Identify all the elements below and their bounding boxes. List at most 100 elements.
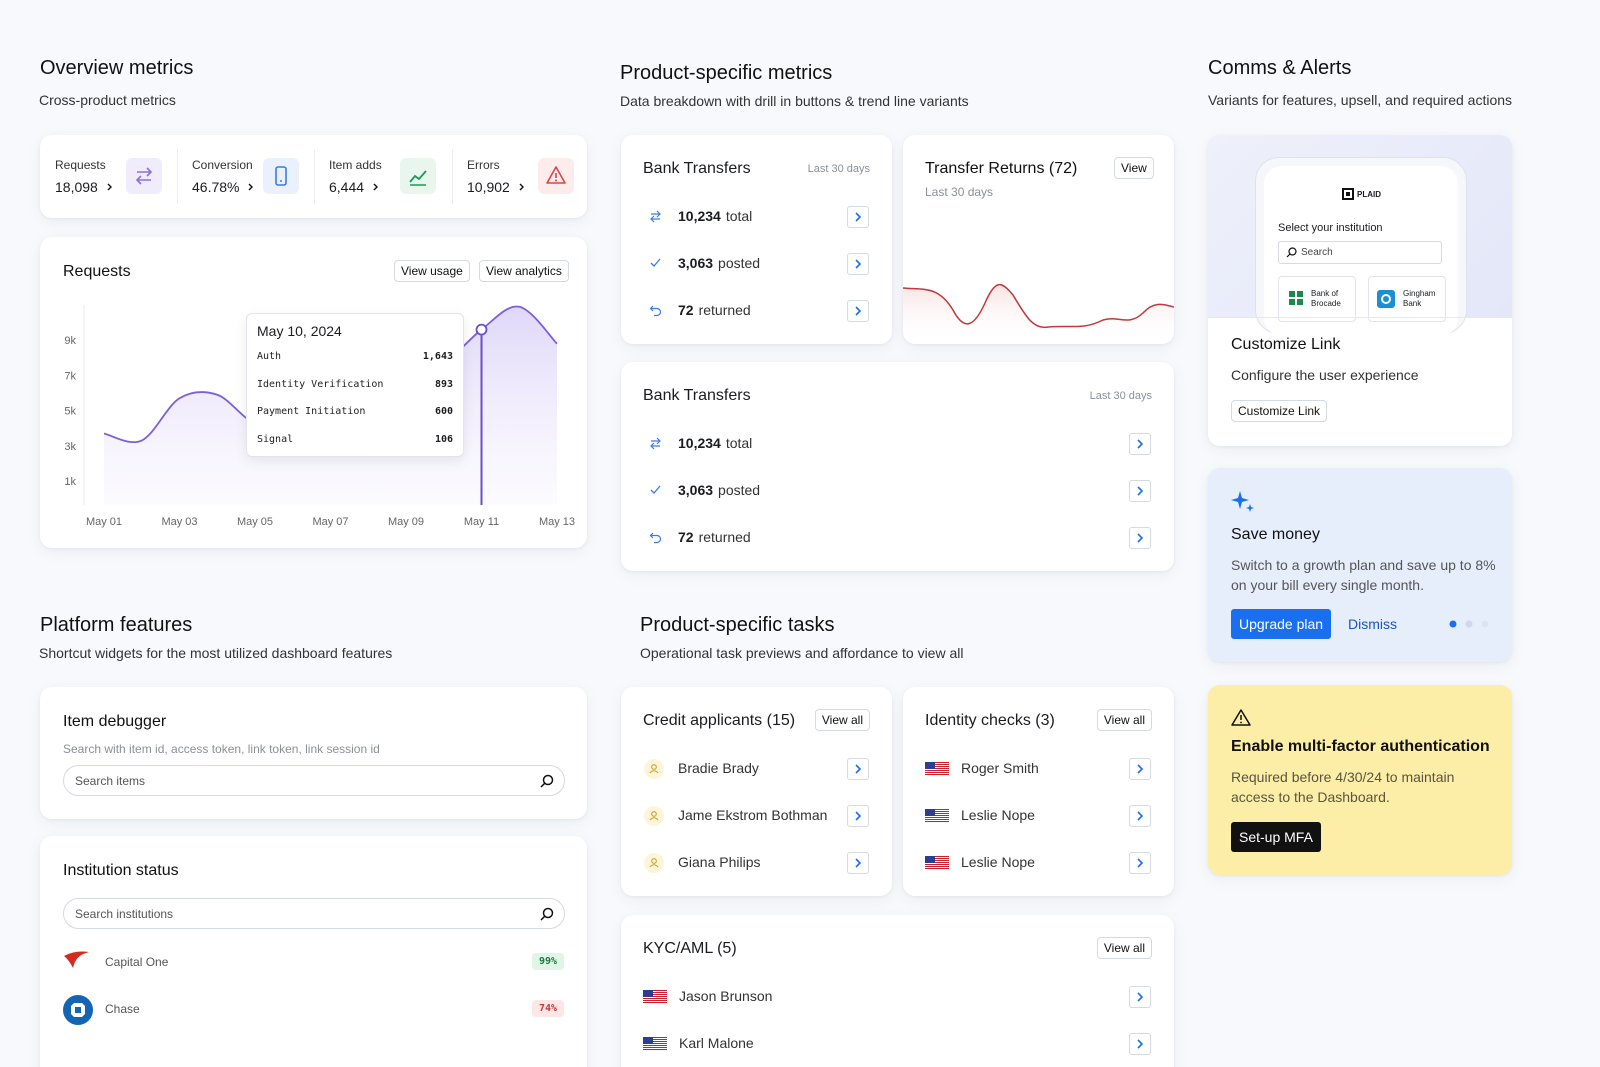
chevron-button[interactable] — [847, 805, 869, 827]
requests-card: Requests View usage View analytics 1k 3k 5… — [40, 237, 587, 548]
row-icon-svg — [650, 437, 661, 450]
task-name: Giana Philips — [678, 854, 761, 870]
kpi-icon-svg — [400, 158, 436, 194]
chevron — [855, 306, 862, 316]
chevron-button[interactable] — [847, 758, 869, 780]
row-icon-svg — [650, 210, 661, 223]
button[interactable]: View usage — [394, 260, 470, 282]
search-icon — [540, 774, 554, 788]
chevron-button[interactable] — [1129, 480, 1151, 502]
x-tick-label: May 01 — [86, 516, 122, 528]
task-name: Leslie Nope — [961, 807, 1035, 823]
view-all[interactable]: View all — [1096, 937, 1152, 959]
x-tick-label: May 03 — [161, 516, 197, 528]
placeholder: Search institutions — [75, 907, 174, 921]
card-text: Configure the user experience — [1231, 367, 1419, 383]
flag-icon-svg — [924, 855, 950, 871]
kpi-value[interactable]: 10,902 — [467, 179, 528, 195]
card-title: Enable multi-factor authentication — [1231, 738, 1490, 755]
chevron — [1137, 992, 1144, 1002]
y-tick-label: 5k — [64, 406, 76, 418]
search-input[interactable]: Search institutions — [63, 898, 565, 929]
bank-transfers-card: Bank Transfers Last 30 days 10,234 total 3,0… — [621, 135, 892, 344]
chevron-button[interactable] — [1129, 433, 1151, 455]
section-subtitle: Data breakdown with drill in buttons & t… — [620, 93, 969, 109]
row-icon — [649, 530, 662, 544]
y-tick-label: 9k — [64, 335, 76, 347]
metric-label: total — [725, 208, 753, 224]
card-title: Item debugger — [63, 713, 167, 730]
button[interactable]: View analytics — [479, 260, 569, 282]
hover-point — [475, 323, 488, 336]
view-all[interactable]: View all — [814, 709, 870, 731]
x-tick-label: May 13 — [539, 516, 575, 528]
metric-row: 3,063 posted — [678, 255, 760, 271]
flag-icon — [924, 855, 950, 871]
card-title: Customize Link — [1231, 336, 1341, 353]
bank-tile: Gingham Bank — [1368, 276, 1446, 322]
x-tick-label: May 09 — [388, 516, 424, 528]
chevron-button[interactable] — [847, 253, 869, 275]
flag-icon-svg — [924, 761, 950, 777]
task-name: Roger Smith — [961, 760, 1039, 776]
secondary-button[interactable]: Dismiss — [1348, 616, 1397, 632]
metric-row: 10,234 total — [678, 435, 752, 451]
button[interactable]: Customize Link — [1231, 400, 1328, 422]
card-title: Bank Transfers — [643, 387, 751, 404]
chevron-button[interactable] — [1129, 527, 1151, 549]
kpi-value[interactable]: 18,098 — [55, 179, 116, 195]
kpi-icon-svg — [126, 158, 162, 194]
metric-value: 3,063 — [678, 255, 714, 271]
row-icon — [649, 256, 662, 270]
view-all[interactable]: View all — [1096, 709, 1152, 731]
button[interactable]: View — [1114, 157, 1154, 179]
y-tick-label: 1k — [64, 476, 76, 488]
kpi-value[interactable]: 46.78% — [192, 179, 257, 195]
institution-status-card: Institution status Search institutions C… — [40, 836, 587, 1067]
row-icon — [649, 209, 662, 223]
tooltip: May 10, 2024 Auth 1,643 Identity Verificat… — [246, 313, 464, 457]
metric-row: 72 returned — [678, 302, 751, 318]
chevron-button[interactable] — [1129, 986, 1151, 1008]
person-icon-svg — [644, 759, 664, 779]
institution-logo — [63, 995, 93, 1025]
pager-dots — [1449, 620, 1489, 628]
x-tick-label: May 05 — [237, 516, 273, 528]
card-title: Requests — [63, 263, 131, 280]
chevron-button[interactable] — [1129, 852, 1151, 874]
identity-checks-card: Identity checks (3) View all Roger Smith Le… — [903, 687, 1174, 896]
metric-value: 72 — [678, 302, 694, 318]
section-subtitle: Cross-product metrics — [39, 92, 176, 108]
primary-button[interactable]: Upgrade plan — [1231, 609, 1332, 639]
placeholder: Search — [1301, 247, 1333, 258]
chevron-button[interactable] — [847, 300, 869, 322]
search-icon — [540, 907, 554, 921]
bank-logo — [1289, 291, 1303, 305]
section-subtitle: Shortcut widgets for the most utilized d… — [39, 645, 393, 661]
kpi-label: Errors — [467, 158, 500, 172]
section-subtitle: Operational task previews and affordance… — [640, 645, 964, 661]
chevron-button[interactable] — [1129, 758, 1151, 780]
chevron-button[interactable] — [847, 852, 869, 874]
alert-card: Enable multi-factor authentication Requi… — [1208, 685, 1512, 875]
chevron — [1137, 439, 1144, 449]
button[interactable]: Set-up MFA — [1231, 822, 1321, 852]
kpi-value[interactable]: 6,444 — [329, 179, 382, 195]
bank-transfers-card: Bank Transfers Last 30 days 10,234 total 3,0… — [621, 362, 1174, 571]
chevron-button[interactable] — [1129, 805, 1151, 827]
metric-value: 10,234 — [678, 435, 721, 451]
chevron — [855, 858, 862, 868]
kpi-icon-svg — [263, 158, 299, 194]
chevron-button[interactable] — [1129, 1033, 1151, 1055]
flag-icon — [642, 989, 668, 1005]
bank-name: Bank of Brocade — [1311, 289, 1341, 308]
row-icon — [649, 436, 662, 450]
sparkle-icon — [1231, 491, 1254, 512]
section-title: Platform features — [40, 614, 193, 636]
kpi-label: Conversion — [192, 158, 253, 172]
flag-icon-svg — [924, 808, 950, 824]
chevron-button[interactable] — [847, 206, 869, 228]
flag-icon-svg — [642, 989, 668, 1005]
search-input[interactable]: Search items — [63, 765, 565, 796]
tooltip-label: Identity Verification — [257, 378, 384, 390]
